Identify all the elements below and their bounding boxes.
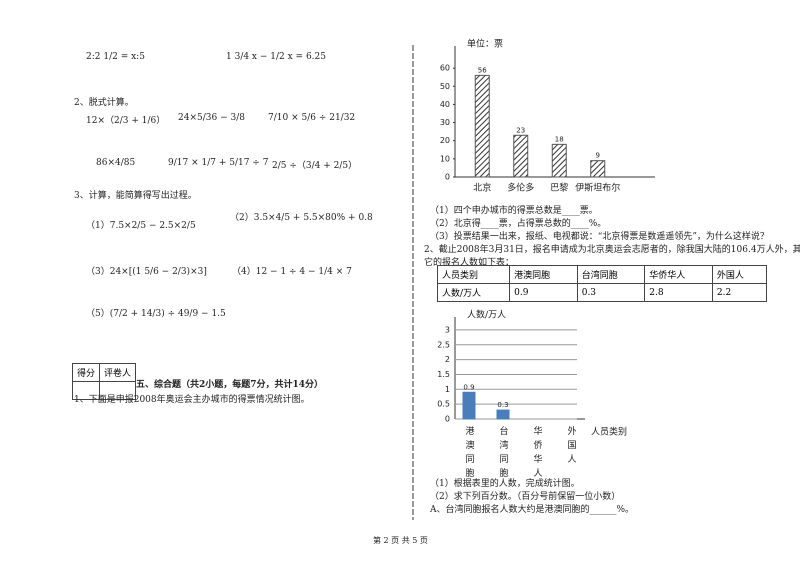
footer: 第 2 页 共 5 页 <box>373 536 428 545</box>
cell: 港澳同胞 <box>509 265 578 284</box>
question: （3）投票结果一出来，报纸、电视都说：“北京得票是数遥遥领先”，为什么这样说？ <box>430 232 769 242</box>
question: 2、脱式计算。 <box>74 98 134 108</box>
expr: 2/5 ÷（3/4 + 2/5） <box>272 161 358 171</box>
bar <box>513 134 529 178</box>
x-tick-label: 多伦多 <box>507 182 534 194</box>
expr: 2:2 1/2 = x:5 <box>86 52 145 62</box>
cell: 外国人 <box>711 265 768 284</box>
row: 人数/万人 0.9 0.3 2.8 2.2 <box>436 283 768 302</box>
x-tick-label: 港澳同胞 <box>464 425 475 482</box>
cell: 得分 <box>71 363 101 382</box>
value-label: 56 <box>478 66 487 74</box>
section-title: 五、综合题（共2小题，每题7分，共计14分） <box>136 380 324 390</box>
y-tick-label: 30 <box>440 118 450 127</box>
expr: （2）3.5×4/5 + 5.5×80% + 0.8 <box>230 213 373 223</box>
cell: 评卷人 <box>99 363 137 382</box>
question: A、台湾同胞报名人数大约是港澳同胞的______%。 <box>430 505 635 515</box>
cell: 人数/万人 <box>436 283 511 302</box>
value-label: 9 <box>596 152 600 160</box>
cell: 0.3 <box>576 283 646 302</box>
question: 2、截止2008年3月31日，报名申请成为北京奥运会志愿者的，除我国大陆的106… <box>424 245 800 255</box>
x-tick-label: 北京 <box>473 182 491 194</box>
expr: 24×5/36 − 3/8 <box>178 113 245 123</box>
y-tick-label: 2.5 <box>437 340 450 349</box>
expr: 1 3/4 x − 1/2 x = 6.25 <box>226 52 326 62</box>
question: （1）根据表里的人数，完成统计图。 <box>430 479 580 489</box>
bar <box>551 143 567 178</box>
y-tick-label: 40 <box>440 100 450 109</box>
cell <box>71 381 101 400</box>
y-tick-label: 1 <box>445 385 450 394</box>
x-tick-label: 外国人 <box>566 425 577 468</box>
score-table: 得分 评卷人 <box>71 363 137 400</box>
bar <box>462 391 476 420</box>
expr: （1）7.5×2/5 − 2.5×2/5 <box>86 221 196 231</box>
expr: 12×（2/3 + 1/6） <box>86 116 166 126</box>
question: （1）四个申办城市的得票总数是____票。 <box>430 206 598 216</box>
value-label: 0.3 <box>497 401 508 409</box>
question: 3、计算，能简算得写出过程。 <box>74 191 197 201</box>
expr: （4）12 − 1 ÷ 4 − 1/4 × 7 <box>232 267 352 277</box>
x-tick-label: 巴黎 <box>550 182 568 194</box>
expr: 7/10 × 5/6 ÷ 21/32 <box>268 113 356 123</box>
expr: 9/17 × 1/7 + 5/17 ÷ 7 <box>168 158 269 168</box>
y-axis-label: 单位：票 <box>467 38 503 50</box>
y-tick-label: 0 <box>445 173 450 182</box>
expr: 86×4/85 <box>96 158 136 168</box>
y-tick-label: 1.5 <box>437 370 450 379</box>
question: 它的报名人数如下表： <box>424 258 515 268</box>
bar <box>474 74 490 178</box>
x-tick-label: 华侨华人 <box>532 425 543 482</box>
question: （2）北京得____票，占得票总数的____%。 <box>430 219 607 229</box>
cell: 2.2 <box>711 283 768 302</box>
y-tick-label: 50 <box>440 82 450 91</box>
y-tick-label: 0 <box>445 415 450 424</box>
y-tick-label: 0.5 <box>437 400 450 409</box>
y-tick-label: 3 <box>445 325 450 334</box>
bar <box>496 409 510 420</box>
y-tick-label: 60 <box>440 64 450 73</box>
value-label: 23 <box>516 126 525 134</box>
cell: 台湾同胞 <box>576 265 646 284</box>
question: （2）求下列百分数。（百分号前保留一位小数） <box>430 492 621 502</box>
row: 人员类别 港澳同胞 台湾同胞 华侨华人 外国人 <box>436 265 768 284</box>
x-tick-label: 伊斯坦布尔 <box>575 182 620 194</box>
y-axis-label: 人数/万人 <box>467 309 506 321</box>
data-table: 人员类别 港澳同胞 台湾同胞 华侨华人 外国人 人数/万人 0.9 0.3 2.8 2.2 <box>436 265 768 302</box>
y-tick-label: 20 <box>440 136 450 145</box>
cell <box>99 381 137 400</box>
question: 1、下面是申报2008年奥运会主办城市的得票情况统计图。 <box>74 395 310 405</box>
cell: 2.8 <box>644 283 713 302</box>
value-label: 18 <box>555 135 564 143</box>
expr: （5）(7/2 + 14/3) ÷ 49/9 − 1.5 <box>86 309 226 319</box>
expr: （3）24×[(1 5/6 − 2/3)×3] <box>86 267 207 277</box>
cell: 人员类别 <box>436 265 511 284</box>
bar <box>590 160 606 178</box>
x-tick-label: 台湾同胞 <box>498 425 509 482</box>
x-axis-label: 人员类别 <box>591 426 627 438</box>
cell: 0.9 <box>509 283 578 302</box>
y-tick-label: 2 <box>445 355 450 364</box>
value-label: 0.9 <box>463 383 474 391</box>
y-tick-label: 10 <box>440 154 450 163</box>
cell: 华侨华人 <box>644 265 713 284</box>
